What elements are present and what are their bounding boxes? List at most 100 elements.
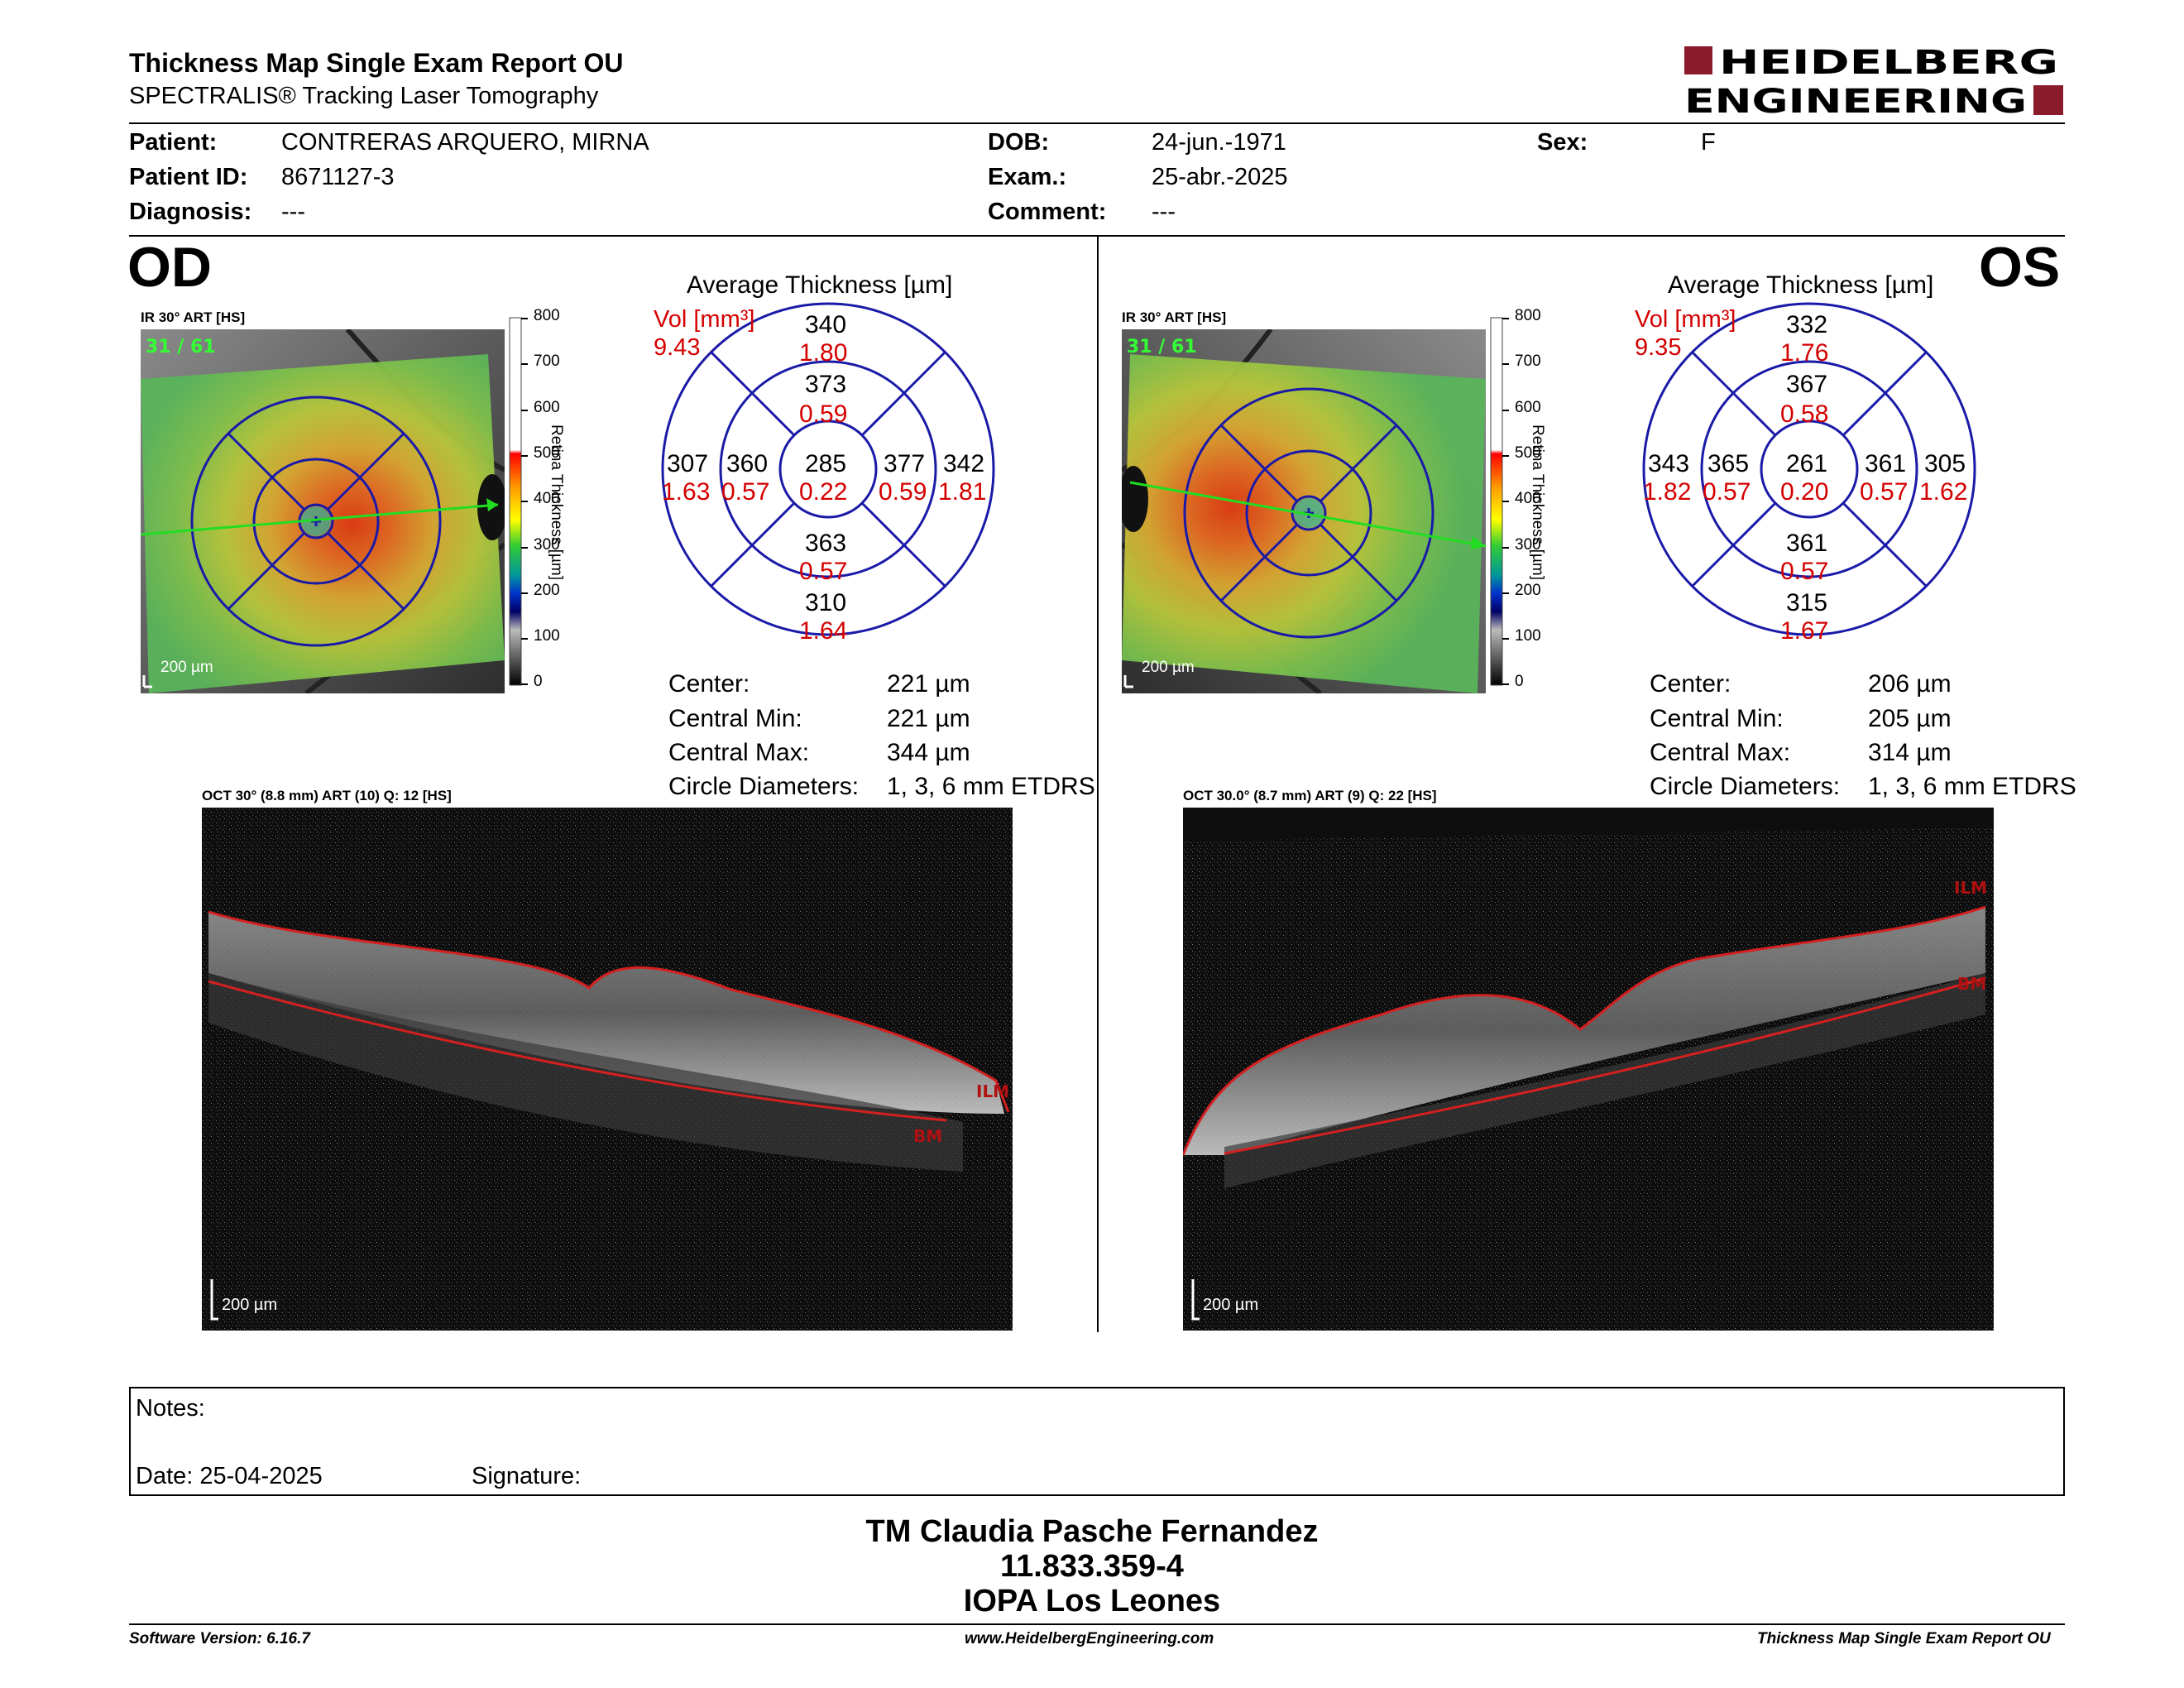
svg-text:ENGINEERING: ENGINEERING <box>1684 83 2027 117</box>
os-outer-right-thickness: 305 <box>1924 450 1966 477</box>
patient-label: Patient: <box>129 129 218 156</box>
od-center-thickness: 285 <box>805 450 847 477</box>
os-cmin-label: Central Min: <box>1650 705 1784 732</box>
os-colorbar-tick: 200 <box>1515 582 1541 599</box>
od-center-label: Center: <box>668 670 750 698</box>
os-inner-bottom-volume: 0.57 <box>1780 558 1829 585</box>
od-colorbar-tick: 200 <box>534 582 560 599</box>
os-fundus-image: 31 / 61 <box>1122 329 1486 693</box>
os-colorbar-tick: 600 <box>1515 399 1541 416</box>
os-oct-scan: ILM BM <box>1183 808 1994 1331</box>
os-colorbar-tick: 400 <box>1515 490 1541 507</box>
os-fundus-scale: 200 µm <box>1142 659 1195 676</box>
od-center-volume: 0.22 <box>799 478 848 506</box>
od-fundus-scale: 200 µm <box>160 659 213 676</box>
od-inner-top-thickness: 373 <box>805 371 847 398</box>
date-label: Date: 25-04-2025 <box>136 1463 323 1489</box>
od-cmin-value: 221 µm <box>887 705 970 732</box>
os-outer-bottom-volume: 1.67 <box>1780 617 1829 645</box>
os-vol-total: 9.35 <box>1635 334 1682 361</box>
os-inner-left-volume: 0.57 <box>1703 478 1751 506</box>
svg-text:HEIDELBERG: HEIDELBERG <box>1719 46 2058 82</box>
od-colorbar-tick: 300 <box>534 536 560 554</box>
os-center-label: Center: <box>1650 670 1731 698</box>
od-outer-bottom-volume: 1.64 <box>799 617 848 645</box>
od-circle-value: 1, 3, 6 mm ETDRS <box>887 773 1095 800</box>
dob-value: 24-jun.-1971 <box>1152 129 1286 156</box>
report-subtitle: SPECTRALIS® Tracking Laser Tomography <box>129 83 599 109</box>
exam-label: Exam.: <box>988 164 1067 190</box>
notes-label: Notes: <box>136 1395 205 1422</box>
od-avg-title: Average Thickness [µm] <box>687 271 953 299</box>
center-divider <box>1097 237 1099 1332</box>
os-outer-right-volume: 1.62 <box>1919 478 1968 506</box>
od-outer-right-thickness: 342 <box>943 450 985 477</box>
od-outer-top-thickness: 340 <box>805 311 847 338</box>
od-inner-right-thickness: 377 <box>884 450 926 477</box>
os-center-thickness: 261 <box>1786 450 1828 477</box>
os-cmin-value: 205 µm <box>1868 705 1952 732</box>
diagnosis-value: --- <box>281 199 305 225</box>
os-colorbar-tick: 500 <box>1515 444 1541 462</box>
os-fundus-label: IR 30° ART [HS] <box>1122 309 1227 325</box>
signer-name: TM Claudia Pasche Fernandez <box>865 1514 1319 1549</box>
os-cmax-value: 314 µm <box>1868 739 1952 766</box>
footer-report-name: Thickness Map Single Exam Report OU <box>1757 1630 2051 1647</box>
os-colorbar <box>1487 316 1578 688</box>
od-cmax-value: 344 µm <box>887 739 970 766</box>
os-outer-top-thickness: 332 <box>1786 311 1828 338</box>
od-inner-left-thickness: 360 <box>726 450 769 477</box>
os-outer-left-thickness: 343 <box>1648 450 1690 477</box>
os-inner-left-thickness: 365 <box>1707 450 1750 477</box>
svg-text:31 / 61: 31 / 61 <box>146 337 216 357</box>
footer-divider <box>129 1623 2065 1625</box>
os-avg-title: Average Thickness [µm] <box>1668 271 1934 299</box>
svg-text:BM: BM <box>1957 974 1986 994</box>
svg-text:ILM: ILM <box>1954 878 1987 898</box>
os-colorbar-tick: 300 <box>1515 536 1541 554</box>
od-inner-left-volume: 0.57 <box>721 478 770 506</box>
signature-label: Signature: <box>472 1463 582 1489</box>
os-center-value: 206 µm <box>1868 670 1952 698</box>
sex-label: Sex: <box>1537 129 1588 156</box>
os-colorbar-tick: 700 <box>1515 352 1541 370</box>
signer-id: 11.833.359-4 <box>1000 1549 1184 1584</box>
od-fundus-image: 31 / 61 <box>141 329 505 693</box>
patient-id-label: Patient ID: <box>129 164 248 190</box>
comment-value: --- <box>1152 199 1176 225</box>
od-oct-scale: 200 µm <box>222 1296 278 1314</box>
exam-value: 25-abr.-2025 <box>1152 164 1288 190</box>
os-circle-value: 1, 3, 6 mm ETDRS <box>1868 773 2076 800</box>
patient-name: CONTRERAS ARQUERO, MIRNA <box>281 129 649 156</box>
od-outer-left-thickness: 307 <box>667 450 709 477</box>
od-colorbar-tick: 400 <box>534 490 560 507</box>
dob-label: DOB: <box>988 129 1050 156</box>
os-inner-right-thickness: 361 <box>1865 450 1907 477</box>
svg-text:31 / 61: 31 / 61 <box>1127 337 1197 357</box>
os-inner-right-volume: 0.57 <box>1860 478 1909 506</box>
od-colorbar-tick: 0 <box>534 673 543 690</box>
software-version: Software Version: 6.16.7 <box>129 1630 310 1647</box>
od-etdrs-grid <box>659 300 998 639</box>
os-colorbar-tick: 800 <box>1515 307 1541 324</box>
od-cmax-label: Central Max: <box>668 739 810 766</box>
patient-id: 8671127-3 <box>281 164 395 190</box>
os-oct-label: OCT 30.0° (8.7 mm) ART (9) Q: 22 [HS] <box>1183 788 1437 803</box>
notes-box[interactable] <box>129 1387 2065 1496</box>
os-cmax-label: Central Max: <box>1650 739 1791 766</box>
diagnosis-label: Diagnosis: <box>129 199 252 225</box>
od-center-value: 221 µm <box>887 670 970 698</box>
os-outer-bottom-thickness: 315 <box>1786 589 1828 616</box>
os-circle-label: Circle Diameters: <box>1650 773 1841 800</box>
od-circle-label: Circle Diameters: <box>668 773 860 800</box>
os-center-volume: 0.20 <box>1780 478 1829 506</box>
os-inner-top-volume: 0.58 <box>1780 400 1829 428</box>
od-inner-top-volume: 0.59 <box>799 400 848 428</box>
od-outer-right-volume: 1.81 <box>938 478 987 506</box>
website-link[interactable]: www.HeidelbergEngineering.com <box>965 1630 1214 1647</box>
od-oct-label: OCT 30° (8.8 mm) ART (10) Q: 12 [HS] <box>202 788 452 803</box>
svg-text:BM: BM <box>913 1126 942 1146</box>
header-divider <box>129 122 2065 124</box>
heidelberg-logo: HEIDELBERG ENGINEERING <box>1684 44 2065 121</box>
patient-divider <box>129 235 2065 237</box>
